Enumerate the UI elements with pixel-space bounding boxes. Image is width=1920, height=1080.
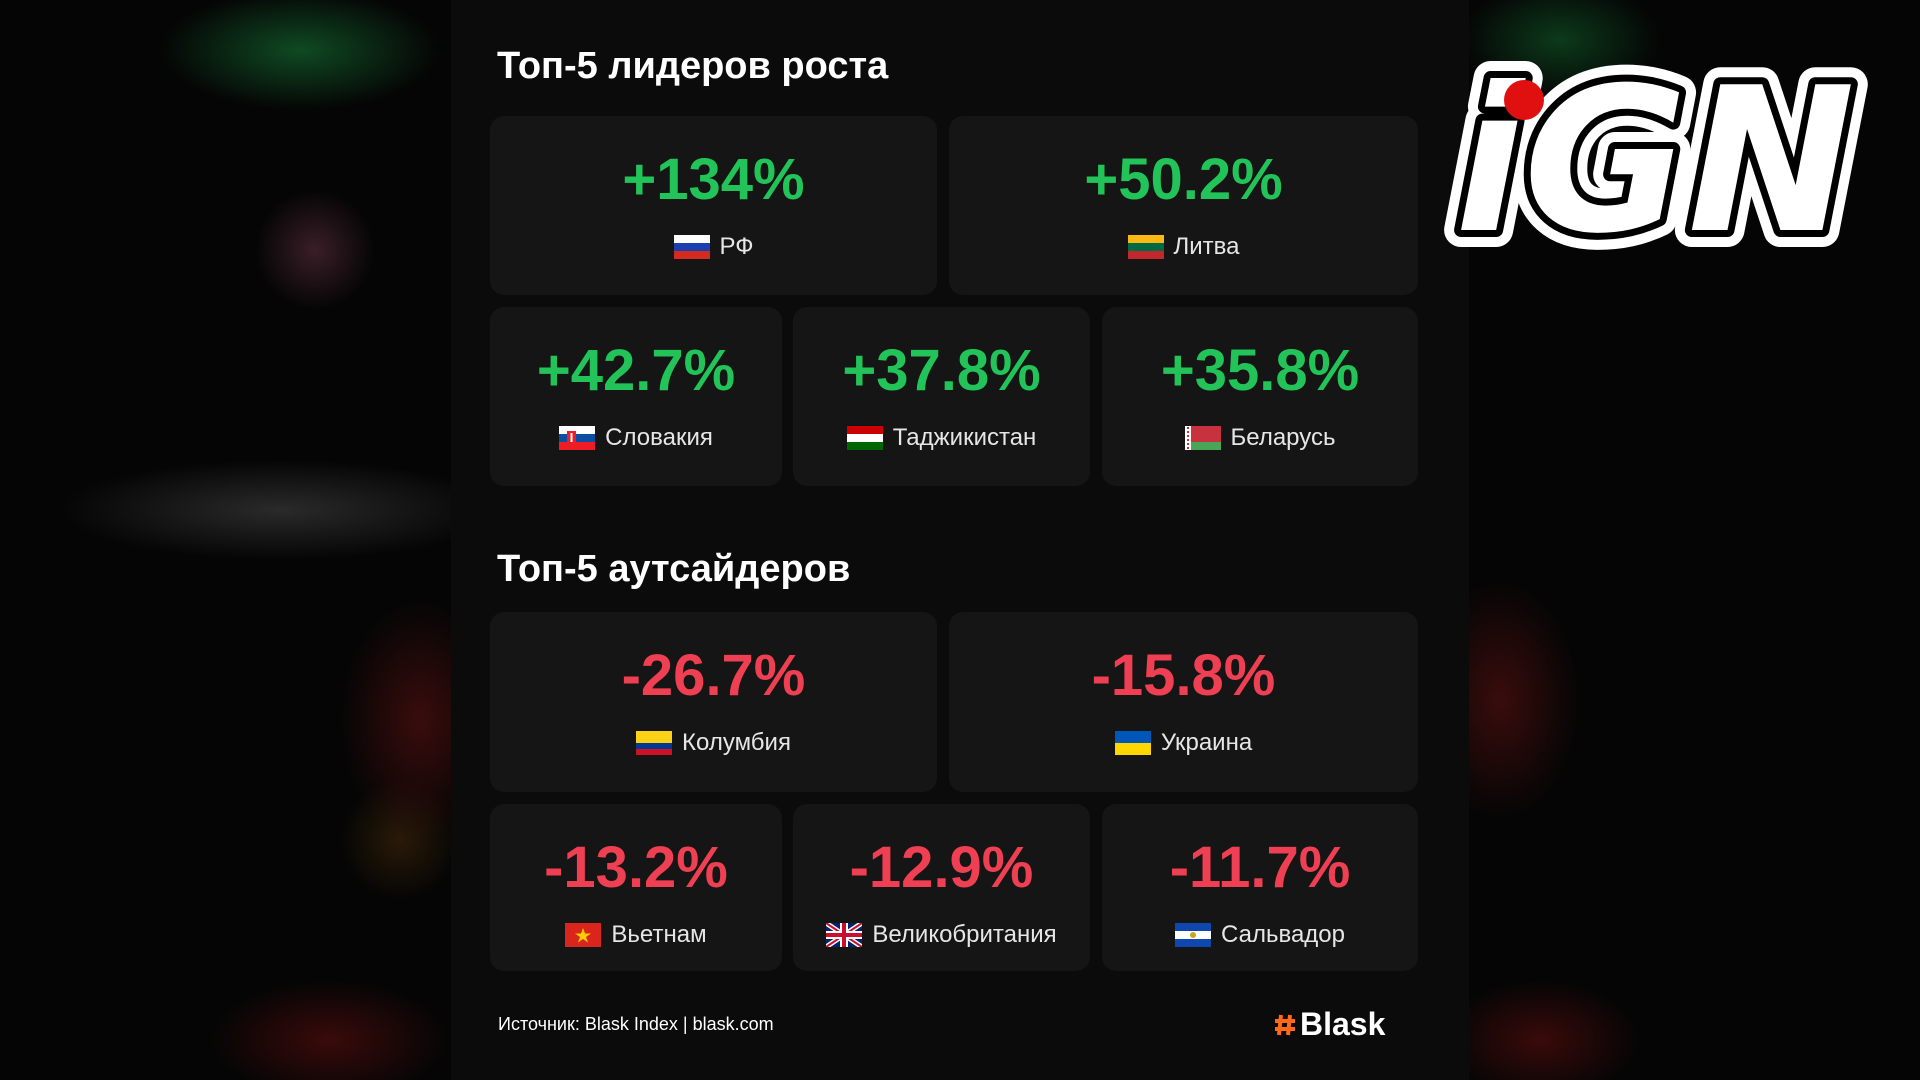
- logo-dot: [1504, 80, 1544, 120]
- stat-card: -11.7% Сальвадор: [1102, 804, 1418, 971]
- stat-card: +134% РФ: [490, 116, 937, 295]
- ign-logo: iGN iGN: [1440, 40, 1872, 270]
- logo: iGN: [1455, 45, 1855, 270]
- country: Беларусь: [1102, 424, 1418, 452]
- flag: [636, 731, 673, 755]
- country: РФ: [490, 233, 937, 261]
- country-name: Словакия: [605, 424, 713, 451]
- country: Великобритания: [793, 921, 1090, 949]
- stat-card: -12.9% Великобритания: [793, 804, 1090, 971]
- flag: [559, 426, 596, 450]
- change-value: -11.7%: [1169, 835, 1351, 900]
- flag: [1114, 731, 1151, 755]
- flag: [565, 923, 602, 947]
- stat-card: +42.7% Словакия: [490, 307, 782, 486]
- country-name: Сальвадор: [1221, 921, 1345, 948]
- country: Колумбия: [490, 729, 937, 757]
- country-name: РФ: [719, 233, 754, 260]
- country-name: Беларусь: [1230, 424, 1336, 451]
- change-value: -13.2%: [544, 835, 728, 900]
- stat-card: +50.2% Литва: [949, 116, 1418, 295]
- country: Словакия: [490, 424, 782, 452]
- country-name: Вьетнам: [611, 921, 707, 948]
- stat-card: +35.8% Беларусь: [1102, 307, 1418, 486]
- change-value: -12.9%: [849, 835, 1034, 900]
- flag: [846, 426, 883, 450]
- change-value: -15.8%: [1091, 643, 1276, 708]
- flag: [826, 923, 863, 947]
- stat-card: +37.8% Таджикистан: [793, 307, 1090, 486]
- change-value: -26.7%: [621, 643, 806, 708]
- country-name: Украина: [1160, 729, 1253, 756]
- flag: [1175, 923, 1211, 947]
- country: Сальвадор: [1102, 921, 1418, 949]
- flag: [1127, 235, 1164, 259]
- change-value: +37.8%: [842, 338, 1041, 403]
- brand: Blask: [1300, 1006, 1386, 1042]
- change-value: +42.7%: [536, 338, 736, 403]
- flag: [673, 235, 710, 259]
- stat-card: -13.2% Вьетнам: [490, 804, 782, 971]
- country-name: Великобритания: [872, 921, 1057, 948]
- country: Вьетнам: [490, 921, 782, 949]
- brand-icon: [1275, 1014, 1295, 1036]
- section-title: Топ-5 аутсайдеров: [497, 548, 851, 590]
- stat-card: -26.7% Колумбия: [490, 612, 937, 792]
- change-value: +50.2%: [1084, 147, 1283, 212]
- section-title: Топ-5 лидеров роста: [497, 45, 889, 87]
- change-value: +134%: [622, 147, 805, 212]
- country-name: Колумбия: [682, 729, 791, 756]
- change-value: +35.8%: [1160, 338, 1360, 403]
- flag: [1184, 426, 1221, 450]
- country: Литва: [949, 233, 1418, 261]
- country-name: Литва: [1173, 233, 1240, 260]
- stat-card: -15.8% Украина: [949, 612, 1418, 792]
- source: Источник: Blask Index | blask.com: [498, 1014, 774, 1034]
- country: Таджикистан: [793, 424, 1090, 452]
- country-name: Таджикистан: [892, 424, 1037, 451]
- country: Украина: [949, 729, 1418, 757]
